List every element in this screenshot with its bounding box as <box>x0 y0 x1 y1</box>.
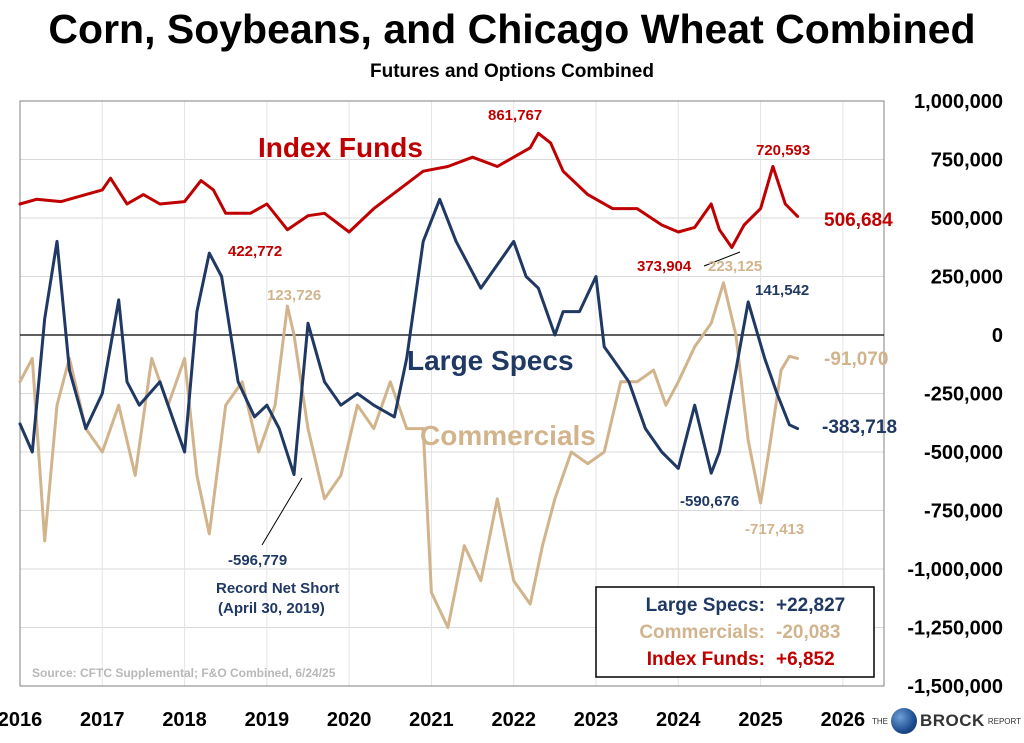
y-tick-label: 250,000 <box>931 267 1003 289</box>
x-tick-label: 2020 <box>327 709 372 731</box>
y-tick-label: -500,000 <box>924 442 1003 464</box>
annot-record-line2: (April 30, 2019) <box>218 600 325 617</box>
series-label-large-specs: Large Specs <box>407 345 574 376</box>
x-tick-label: 2019 <box>245 709 290 731</box>
annot-ls-2019-leader <box>261 477 303 546</box>
summary-label-commercials: Commercials: <box>639 622 765 643</box>
x-tick-label: 2025 <box>738 709 783 731</box>
series-line-index-funds <box>18 131 800 249</box>
chart-subtitle: Futures and Options Combined <box>370 61 654 82</box>
annot-if-2018: 422,772 <box>228 243 282 260</box>
y-tick-label: -250,000 <box>924 384 1003 406</box>
summary-value-large-specs: +22,827 <box>776 595 845 616</box>
y-tick-label: -750,000 <box>924 501 1003 523</box>
logo-brock: BROCK <box>920 711 985 730</box>
y-tick-label: 750,000 <box>931 150 1003 172</box>
x-tick-label: 2024 <box>656 709 701 731</box>
annot-if-low: 373,904 <box>637 258 692 275</box>
annot-com-2025: -717,413 <box>745 521 804 538</box>
brock-report-logo: THE BROCK REPORT <box>872 706 1021 736</box>
plot-frame <box>19 100 885 687</box>
series-label-index-funds: Index Funds <box>258 132 423 163</box>
annot-if-last: 506,684 <box>824 210 893 231</box>
series-label-commercials: Commercials <box>420 420 596 451</box>
series-line-large-specs <box>18 197 800 477</box>
summary-value-commercials: -20,083 <box>776 622 840 643</box>
annot-ls-2025: 141,542 <box>755 282 809 299</box>
series-line-commercials <box>18 281 800 629</box>
source-note: Source: CFTC Supplemental; F&O Combined,… <box>32 666 336 680</box>
annot-ls-2019: -596,779 <box>228 552 287 569</box>
annot-com-2019: 123,726 <box>267 287 321 304</box>
summary-box: Large Specs: +22,827 Commercials: -20,08… <box>595 586 875 678</box>
annot-com-last: -91,070 <box>824 349 888 370</box>
logo-the: THE <box>872 716 888 726</box>
chart-title: Corn, Soybeans, and Chicago Wheat Combin… <box>48 6 976 52</box>
logo-report: REPORT <box>987 716 1022 726</box>
y-tick-label: 0 <box>992 325 1003 347</box>
summary-label-large-specs: Large Specs: <box>646 595 765 616</box>
y-tick-label: -1,000,000 <box>907 559 1003 581</box>
x-tick-label: 2017 <box>80 709 125 731</box>
x-tick-label: 2023 <box>574 709 619 731</box>
annot-record-line1: Record Net Short <box>216 580 339 597</box>
y-tick-label: 500,000 <box>931 208 1003 230</box>
summary-label-index-funds: Index Funds: <box>647 649 765 670</box>
y-tick-label: 1,000,000 <box>914 91 1003 113</box>
x-tick-label: 2026 <box>821 709 866 731</box>
summary-value-index-funds: +6,852 <box>776 649 835 670</box>
annot-if-peak: 861,767 <box>488 107 542 124</box>
x-tick-label: 2021 <box>409 709 454 731</box>
y-tick-label: -1,250,000 <box>907 618 1003 640</box>
annot-ls-2024: -590,676 <box>680 493 739 510</box>
annot-if-2025: 720,593 <box>756 142 810 159</box>
annot-ls-last: -383,718 <box>822 417 897 438</box>
x-tick-label: 2018 <box>162 709 207 731</box>
globe-icon <box>891 708 917 734</box>
annot-com-2024: 223,125 <box>708 258 762 275</box>
annot-if-low-leader <box>703 251 741 267</box>
x-tick-label: 2022 <box>491 709 536 731</box>
y-tick-label: -1,500,000 <box>907 676 1003 698</box>
x-tick-label: 2016 <box>0 709 42 731</box>
